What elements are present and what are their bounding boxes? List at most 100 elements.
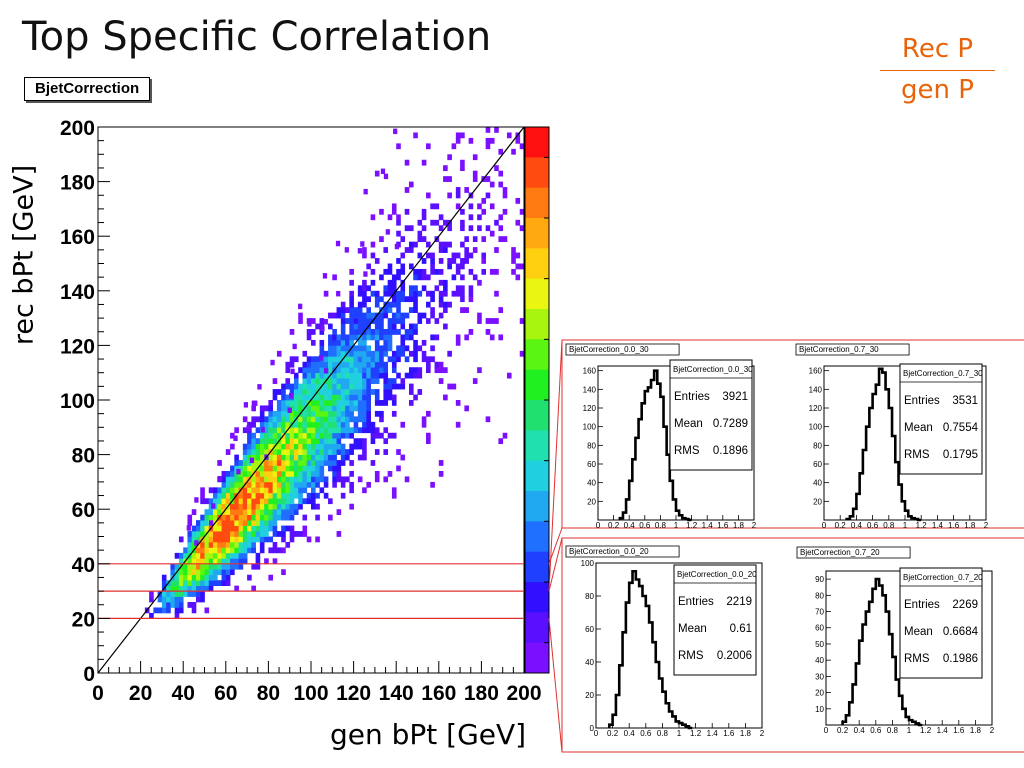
heatmap-cell	[396, 356, 401, 363]
heatmap-cell	[204, 574, 210, 581]
heatmap-cell	[225, 547, 231, 554]
heatmap-cell	[387, 279, 393, 286]
heatmap-cell	[247, 525, 252, 532]
heatmap-cell	[166, 602, 171, 608]
heatmap-cell	[306, 454, 312, 461]
heatmap-cell	[195, 547, 201, 554]
heatmap-cell	[230, 531, 235, 537]
heatmap-cell	[293, 503, 299, 510]
heatmap-cell	[230, 558, 235, 565]
heatmap-cell	[332, 356, 337, 363]
heatmap-cell	[298, 465, 303, 472]
heatmap-cell	[302, 470, 308, 477]
heatmap-cell	[221, 520, 227, 526]
heatmap-cell	[430, 203, 435, 210]
heatmap-cell	[149, 612, 154, 619]
heatmap-cell	[200, 596, 205, 603]
heatmap-cell	[328, 356, 333, 363]
heatmap-cell	[413, 285, 418, 292]
heatmap-cell	[268, 492, 274, 499]
heatmap-cell	[251, 541, 256, 548]
heatmap-cell	[268, 400, 274, 406]
heatmap-cell	[251, 509, 256, 516]
heatmap-cell	[374, 378, 380, 384]
heatmap-cell	[264, 405, 269, 412]
hist-y-tick-label: 80	[813, 441, 822, 450]
heatmap-cell	[357, 400, 363, 406]
heatmap-cell	[438, 214, 444, 221]
heatmap-cell	[464, 187, 469, 193]
heatmap-cell	[200, 525, 205, 532]
heatmap-cell	[285, 443, 291, 450]
heatmap-cell	[421, 268, 427, 275]
heatmap-cell	[302, 367, 308, 374]
heatmap-cell	[353, 372, 359, 379]
heatmap-cell	[340, 416, 346, 423]
heatmap-cell	[276, 350, 282, 357]
heatmap-cell	[230, 465, 235, 472]
heatmap-cell	[379, 296, 384, 303]
heatmap-cell	[443, 285, 448, 292]
colorbar-frame	[524, 126, 550, 674]
heatmap-cell	[379, 350, 384, 357]
heatmap-cell	[426, 432, 431, 439]
heatmap-cell	[319, 361, 325, 368]
heatmap-cell	[323, 356, 329, 363]
heatmap-cell	[251, 481, 256, 488]
heatmap-cell	[345, 372, 350, 379]
heatmap-cell	[396, 290, 401, 297]
heatmap-cell	[515, 252, 521, 259]
heatmap-cell	[404, 372, 410, 379]
heatmap-cell	[430, 356, 435, 363]
heatmap-cell	[328, 345, 333, 352]
heatmap-cell	[302, 372, 308, 379]
heatmap-cell	[477, 225, 482, 232]
heatmap-cell	[396, 268, 401, 275]
heatmap-cell	[298, 416, 303, 423]
heatmap-cell	[264, 525, 269, 532]
heatmap-cell	[332, 350, 337, 357]
heatmap-cell	[336, 405, 342, 412]
heatmap-cell	[293, 427, 299, 434]
heatmap-cell	[345, 318, 350, 324]
heatmap-cell	[268, 487, 274, 494]
heatmap-cell	[438, 301, 444, 308]
heatmap-cell	[183, 574, 188, 581]
heatmap-cell	[396, 301, 401, 308]
heatmap-cell	[426, 143, 431, 150]
heatmap-cell	[242, 416, 248, 423]
heatmap-cell	[225, 558, 231, 565]
heatmap-cell	[315, 405, 320, 412]
heatmap-cell	[404, 345, 410, 352]
heatmap-cell	[221, 580, 227, 586]
heatmap-cell	[208, 552, 214, 559]
heatmap-cell	[408, 225, 414, 232]
heatmap-cell	[247, 503, 252, 510]
heatmap-cell	[247, 492, 252, 499]
heatmap-cell	[379, 334, 384, 341]
heatmap-cell	[302, 383, 308, 390]
heatmap-cell	[357, 367, 363, 374]
heatmap-cell	[357, 329, 363, 335]
heatmap-cell	[340, 383, 346, 390]
heatmap-cell	[191, 585, 197, 592]
heatmap-cell	[293, 481, 299, 488]
heatmap-cell	[174, 585, 180, 592]
heatmap-cell	[242, 427, 248, 434]
heatmap-cell	[289, 465, 295, 472]
heatmap-cell	[319, 318, 325, 324]
heatmap-cell	[408, 290, 414, 297]
heatmap-cell	[178, 580, 184, 586]
heatmap-cell	[289, 531, 295, 537]
heatmap-cell	[353, 334, 359, 341]
heatmap-cell	[357, 378, 363, 384]
heatmap-cell	[264, 481, 269, 488]
heatmap-cell	[200, 563, 205, 570]
heatmap-cell	[204, 607, 210, 614]
heatmap-cell	[251, 536, 256, 543]
heatmap-cell	[281, 394, 286, 401]
heatmap-outlier-cell	[249, 457, 255, 464]
heatmap-cell	[293, 470, 299, 477]
heatmap-cell	[204, 509, 210, 516]
